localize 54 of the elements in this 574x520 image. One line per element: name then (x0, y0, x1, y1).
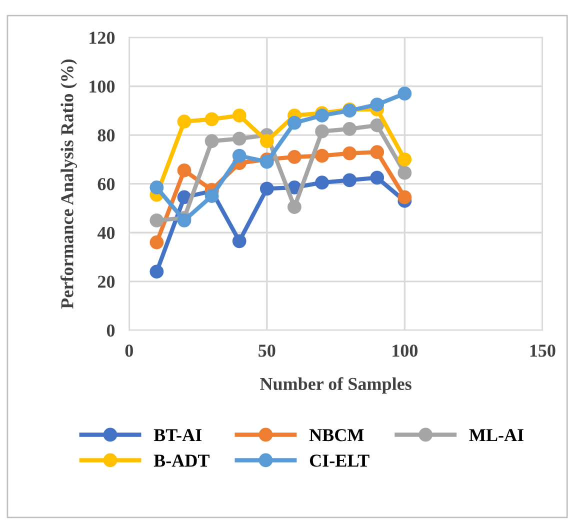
point (398, 166, 412, 180)
point (370, 170, 384, 185)
point (315, 176, 329, 190)
point (204, 112, 219, 126)
point (177, 213, 192, 228)
y-tick-label: 40 (97, 226, 115, 240)
x-tick-label: 100 (392, 344, 418, 357)
point (150, 264, 164, 279)
point (398, 190, 412, 204)
point (232, 148, 246, 163)
point (232, 108, 246, 122)
point (260, 134, 274, 148)
point (342, 173, 357, 188)
point (260, 182, 274, 196)
point (177, 114, 192, 129)
point (398, 152, 412, 166)
point (204, 189, 219, 203)
point (204, 134, 219, 148)
point (288, 150, 302, 164)
legend-label: NBCM (309, 429, 364, 442)
y-tick-label: 100 (90, 80, 115, 93)
y-axis-title: Performance Analysis Ratio (%) (60, 60, 78, 309)
y-tick-label: 0 (106, 324, 115, 337)
point (370, 98, 384, 112)
point (288, 116, 302, 130)
point (315, 108, 329, 122)
x-axis-title: Number of Samples (260, 377, 412, 394)
y-tick-label: 20 (98, 276, 115, 288)
y-tick-label: 80 (98, 129, 115, 142)
point (232, 234, 246, 248)
legend-label: CI-ELT (310, 454, 370, 467)
point (342, 146, 357, 160)
legend-label: B-ADT (154, 454, 210, 467)
x-tick-label: 50 (258, 344, 276, 357)
y-tick-label: 60 (98, 178, 115, 190)
point (370, 118, 384, 132)
point (315, 124, 329, 138)
point (398, 86, 412, 100)
y-tick-label: 120 (90, 32, 115, 44)
point (150, 213, 164, 228)
point (260, 154, 274, 169)
x-tick-label: 150 (530, 344, 556, 357)
legend-label: BT-AI (154, 429, 202, 442)
point (342, 122, 357, 136)
point (232, 132, 246, 146)
point (370, 145, 384, 160)
point (150, 180, 164, 194)
point (177, 190, 192, 204)
x-tick-label: 0 (125, 344, 133, 357)
point (150, 235, 164, 250)
point (177, 163, 192, 178)
legend-label: ML-AI (469, 429, 524, 442)
point (288, 200, 302, 214)
point (315, 148, 329, 163)
